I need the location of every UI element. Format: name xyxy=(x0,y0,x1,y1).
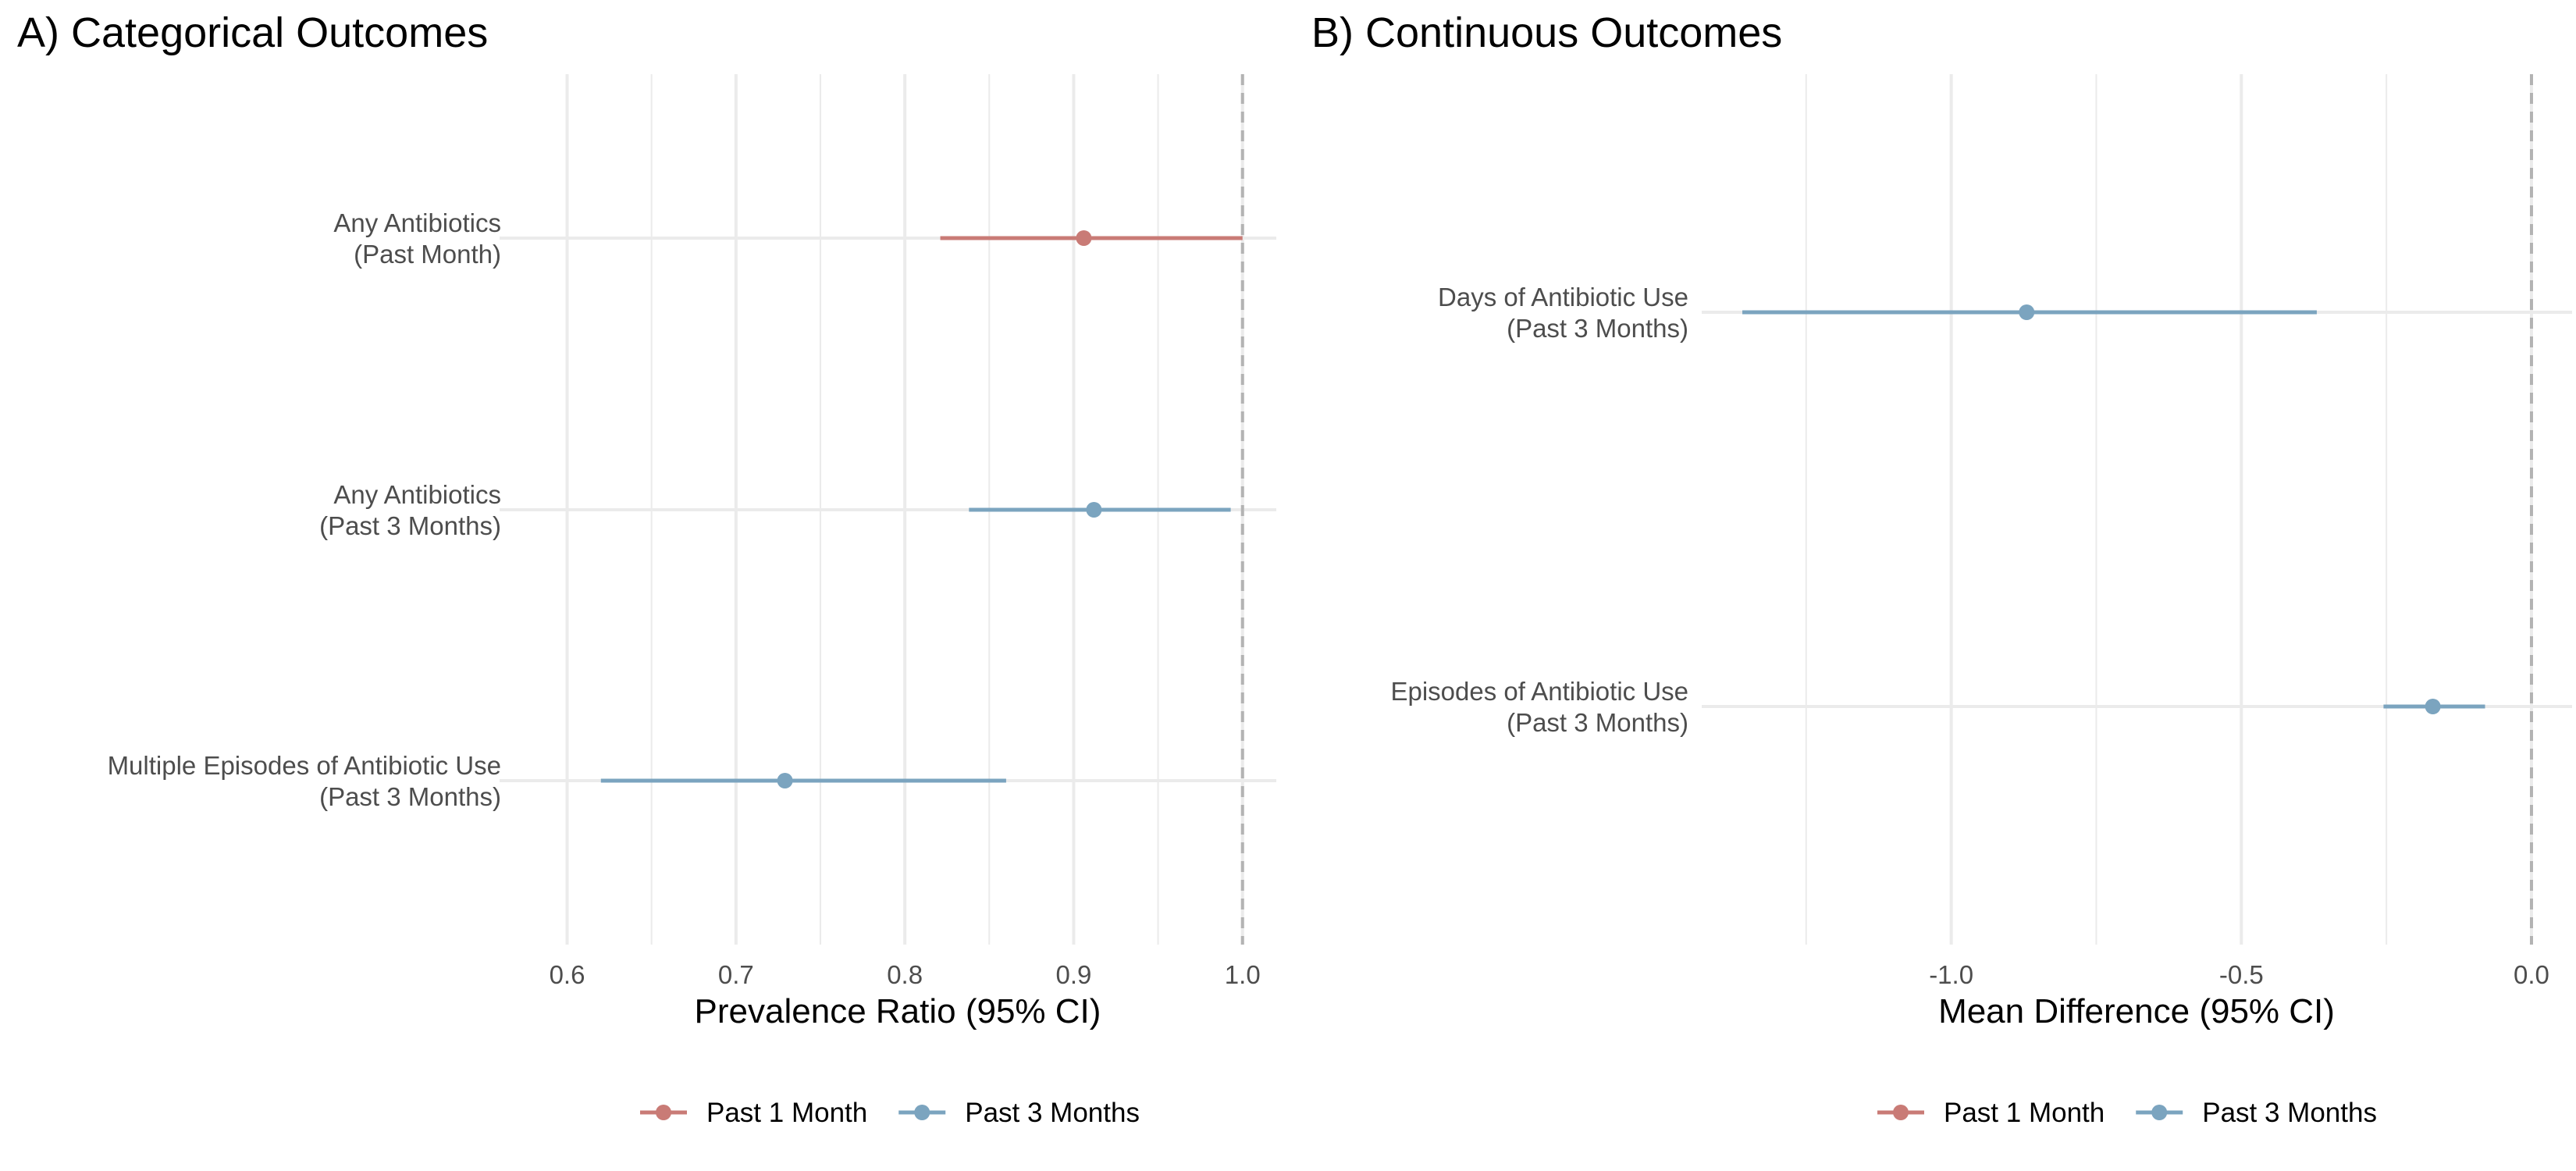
legend-item: Past 3 Months xyxy=(898,1098,1140,1128)
legend-label: Past 1 Month xyxy=(706,1098,867,1128)
x-tick-label: 0.8 xyxy=(887,960,923,989)
legend-item: Past 1 Month xyxy=(1877,1098,2105,1128)
x-tick-label: 0.6 xyxy=(550,960,585,989)
panel-a: A) Categorical Outcomes 0.6 0.7 0.8 0.9 1.0 An… xyxy=(17,9,1276,1128)
legend-key-point xyxy=(656,1105,671,1120)
x-tick-label: -1.0 xyxy=(1929,960,1973,989)
category-label: Days of Antibiotic Use xyxy=(1438,283,1688,311)
category-label: Any Antibiotics xyxy=(333,480,501,509)
legend-item: Past 1 Month xyxy=(640,1098,867,1128)
category-label-sub: (Past 3 Months) xyxy=(319,511,501,540)
point-estimate xyxy=(777,773,793,788)
panel-b: B) Continuous Outcomes -1.0 -0.5 0.0 Days of… xyxy=(1311,9,2572,1128)
point-estimate xyxy=(2425,699,2441,714)
legend-label: Past 1 Month xyxy=(1944,1098,2105,1128)
x-tick-label: 0.7 xyxy=(718,960,754,989)
panel-title: A) Categorical Outcomes xyxy=(17,9,488,56)
category-label-sub: (Past 3 Months) xyxy=(1507,314,1688,343)
category-label: Multiple Episodes of Antibiotic Use xyxy=(108,751,501,780)
category-label: Episodes of Antibiotic Use xyxy=(1390,677,1688,706)
x-tick-label: 0.0 xyxy=(2514,960,2549,989)
point-estimate xyxy=(2019,304,2035,320)
panel-title: B) Continuous Outcomes xyxy=(1311,9,1782,56)
x-axis-title: Prevalence Ratio (95% CI) xyxy=(695,992,1101,1030)
category-label: Any Antibiotics xyxy=(333,208,501,237)
x-tick-label: 1.0 xyxy=(1225,960,1261,989)
x-axis-title: Mean Difference (95% CI) xyxy=(1938,992,2335,1030)
point-estimate xyxy=(1076,230,1092,246)
category-label-sub: (Past 3 Months) xyxy=(319,782,501,811)
x-tick-label: 0.9 xyxy=(1055,960,1091,989)
x-tick-label: -0.5 xyxy=(2219,960,2264,989)
legend-label: Past 3 Months xyxy=(965,1098,1140,1128)
legend-label: Past 3 Months xyxy=(2202,1098,2377,1128)
category-label-sub: (Past 3 Months) xyxy=(1507,708,1688,737)
category-label-sub: (Past Month) xyxy=(354,240,501,269)
point-estimate xyxy=(1086,502,1102,518)
legend-key-point xyxy=(914,1105,930,1120)
legend-item: Past 3 Months xyxy=(2136,1098,2377,1128)
legend-key-point xyxy=(1893,1105,1909,1120)
legend-key-point xyxy=(2151,1105,2168,1120)
